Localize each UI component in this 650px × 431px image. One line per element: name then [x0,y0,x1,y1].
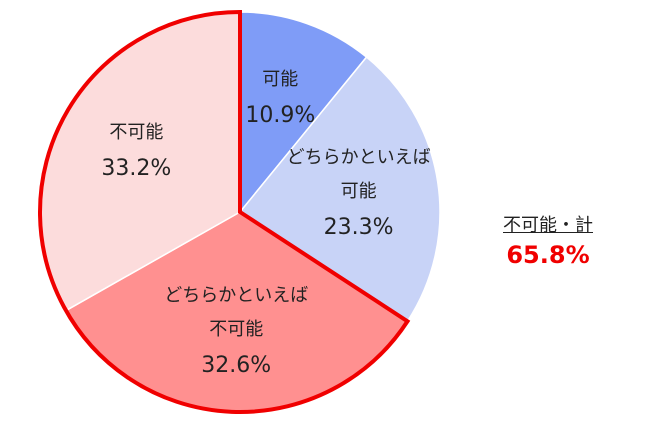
slice-label: 可能 10.9% [200,63,360,135]
slice-value: 10.9% [245,102,316,128]
slice-value: 23.3% [323,214,394,240]
pie-slice [238,56,441,323]
slice-name: 可能 [262,68,299,90]
highlight-outline [38,9,411,414]
slice-name: どちらかといえば可能 [286,146,431,202]
slice-value: 32.6% [201,352,272,378]
annotation-label: 不可能・計 [503,215,593,236]
pie-slice [239,11,368,215]
slice-name: どちらかといえば不可能 [164,284,309,340]
slice-label: 不可能 33.2% [56,116,216,188]
slice-label: どちらかといえば可能 23.3% [279,141,439,247]
slice-value: 33.2% [101,155,172,181]
annotation: 不可能・計 65.8% [503,211,593,269]
annotation-value: 65.8% [506,241,590,269]
slice-name: 不可能 [109,121,164,143]
slice-label: どちらかといえば不可能 32.6% [156,279,316,385]
